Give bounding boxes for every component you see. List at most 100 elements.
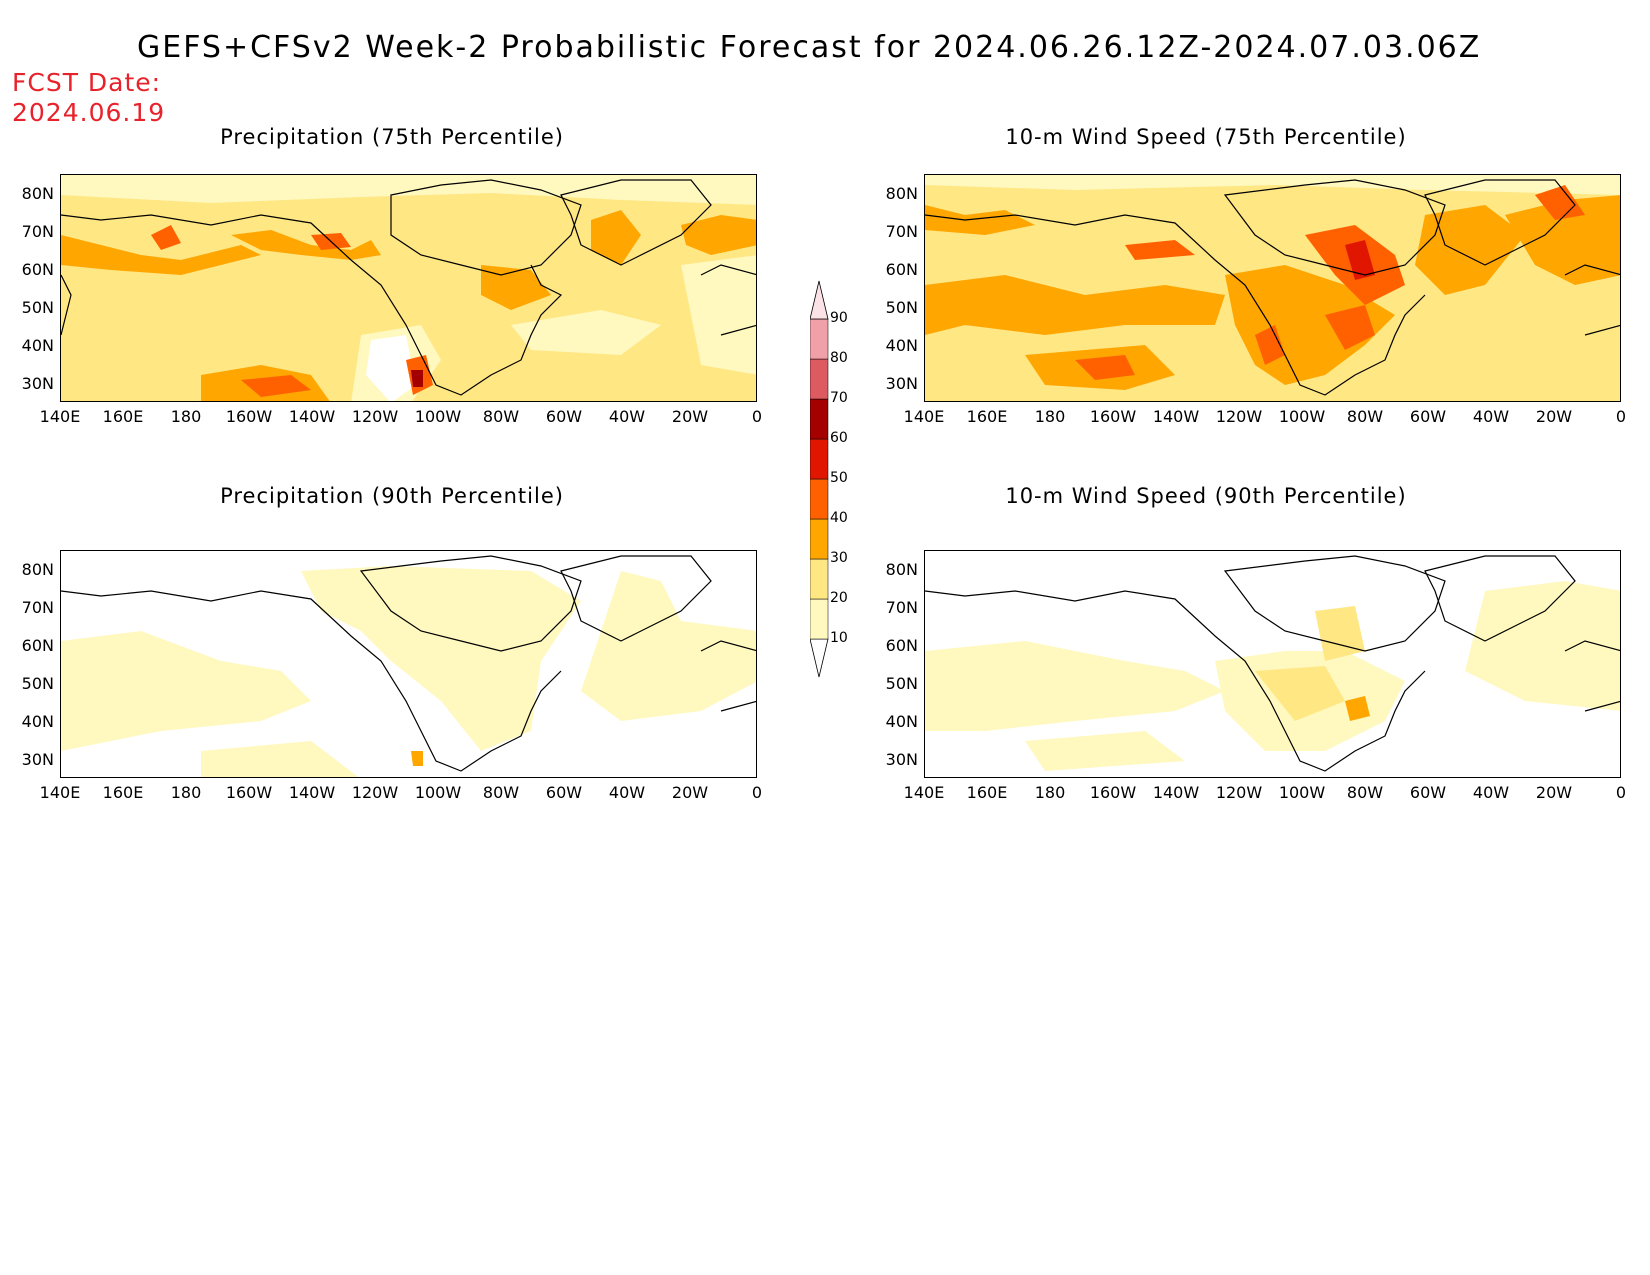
lat-label: 80N [21,184,54,203]
colorbar-level-label: 50 [830,470,848,486]
lon-label: 40W [608,783,646,802]
lon-label: 160E [102,407,144,426]
lon-label: 100W [1278,407,1326,426]
lon-label: 140E [903,407,945,426]
colorbar-level-label: 40 [830,510,848,526]
lat-label: 70N [885,222,918,241]
lat-label: 50N [21,298,54,317]
lon-label: 120W [1215,783,1263,802]
lat-label: 60N [21,260,54,279]
map-wind-75 [924,174,1621,402]
map-precip-90 [60,550,757,778]
lat-label: 40N [21,712,54,731]
lon-label: 100W [414,407,462,426]
forecast-date: FCST Date: 2024.06.19 [12,68,165,128]
lon-label: 80W [1346,783,1384,802]
lon-label: 60W [545,783,583,802]
lat-label: 70N [885,598,918,617]
forecast-date-value: 2024.06.19 [12,98,166,127]
lat-label: 80N [21,560,54,579]
lon-label: 80W [482,407,520,426]
lon-label: 140E [39,783,81,802]
colorbar-segment [810,598,829,640]
forecast-date-label: FCST Date: [12,68,162,97]
lon-label: 0 [1615,783,1627,802]
lat-label: 70N [21,598,54,617]
lon-label: 0 [1615,407,1627,426]
colorbar-level-label: 80 [830,350,848,366]
lon-label: 160W [1089,783,1137,802]
lat-label: 40N [885,336,918,355]
lon-label: 160E [102,783,144,802]
lon-label: 20W [671,783,709,802]
colorbar-level-label: 30 [830,550,848,566]
lon-label: 180 [170,407,202,426]
map-wind-90 [924,550,1621,778]
lon-label: 20W [671,407,709,426]
lat-label: 80N [885,560,918,579]
lat-label: 70N [21,222,54,241]
lon-label: 20W [1535,407,1573,426]
lon-label: 160W [225,407,273,426]
lon-label: 80W [1346,407,1384,426]
lon-label: 0 [751,783,763,802]
lon-label: 40W [1472,783,1510,802]
lon-label: 120W [351,407,399,426]
lon-label: 40W [608,407,646,426]
colorbar-segment [810,518,829,560]
colorbar-tail-high [810,280,829,320]
colorbar-segment [810,478,829,520]
lat-label: 30N [885,750,918,769]
lon-label: 140W [1152,407,1200,426]
colorbar-level-label: 10 [830,630,848,646]
panel-title-wind-90: 10-m Wind Speed (90th Percentile) [1005,484,1407,508]
lat-label: 60N [885,636,918,655]
lon-label: 60W [1409,783,1447,802]
lon-label: 120W [1215,407,1263,426]
lat-label: 50N [21,674,54,693]
lon-label: 140E [903,783,945,802]
lon-label: 120W [351,783,399,802]
lon-label: 180 [1034,783,1066,802]
lat-label: 40N [885,712,918,731]
panel-title-wind-75: 10-m Wind Speed (75th Percentile) [1005,125,1407,149]
lat-label: 60N [885,260,918,279]
lat-label: 30N [21,374,54,393]
lat-label: 30N [21,750,54,769]
lon-label: 160E [966,783,1008,802]
lon-label: 140E [39,407,81,426]
lon-label: 180 [170,783,202,802]
colorbar-segment [810,398,829,440]
colorbar-level-label: 20 [830,590,848,606]
lon-label: 180 [1034,407,1066,426]
lat-label: 60N [21,636,54,655]
lon-label: 140W [1152,783,1200,802]
lon-label: 60W [1409,407,1447,426]
lon-label: 100W [414,783,462,802]
colorbar-tail-low [810,638,829,678]
colorbar-segment [810,318,829,360]
lat-label: 50N [885,298,918,317]
lon-label: 140W [288,407,336,426]
colorbar-segment [810,438,829,480]
lon-label: 100W [1278,783,1326,802]
colorbar-level-label: 70 [830,390,848,406]
main-title: GEFS+CFSv2 Week-2 Probabilistic Forecast… [137,30,1482,65]
colorbar [810,275,830,680]
lon-label: 160W [1089,407,1137,426]
lat-label: 40N [21,336,54,355]
colorbar-level-label: 60 [830,430,848,446]
lat-label: 80N [885,184,918,203]
lon-label: 40W [1472,407,1510,426]
lon-label: 60W [545,407,583,426]
panel-title-precip-90: Precipitation (90th Percentile) [220,484,564,508]
map-precip-75 [60,174,757,402]
panel-title-precip-75: Precipitation (75th Percentile) [220,125,564,149]
colorbar-segment [810,358,829,400]
lon-label: 20W [1535,783,1573,802]
lon-label: 160W [225,783,273,802]
colorbar-segment [810,558,829,600]
colorbar-level-label: 90 [830,310,848,326]
lon-label: 140W [288,783,336,802]
lon-label: 0 [751,407,763,426]
